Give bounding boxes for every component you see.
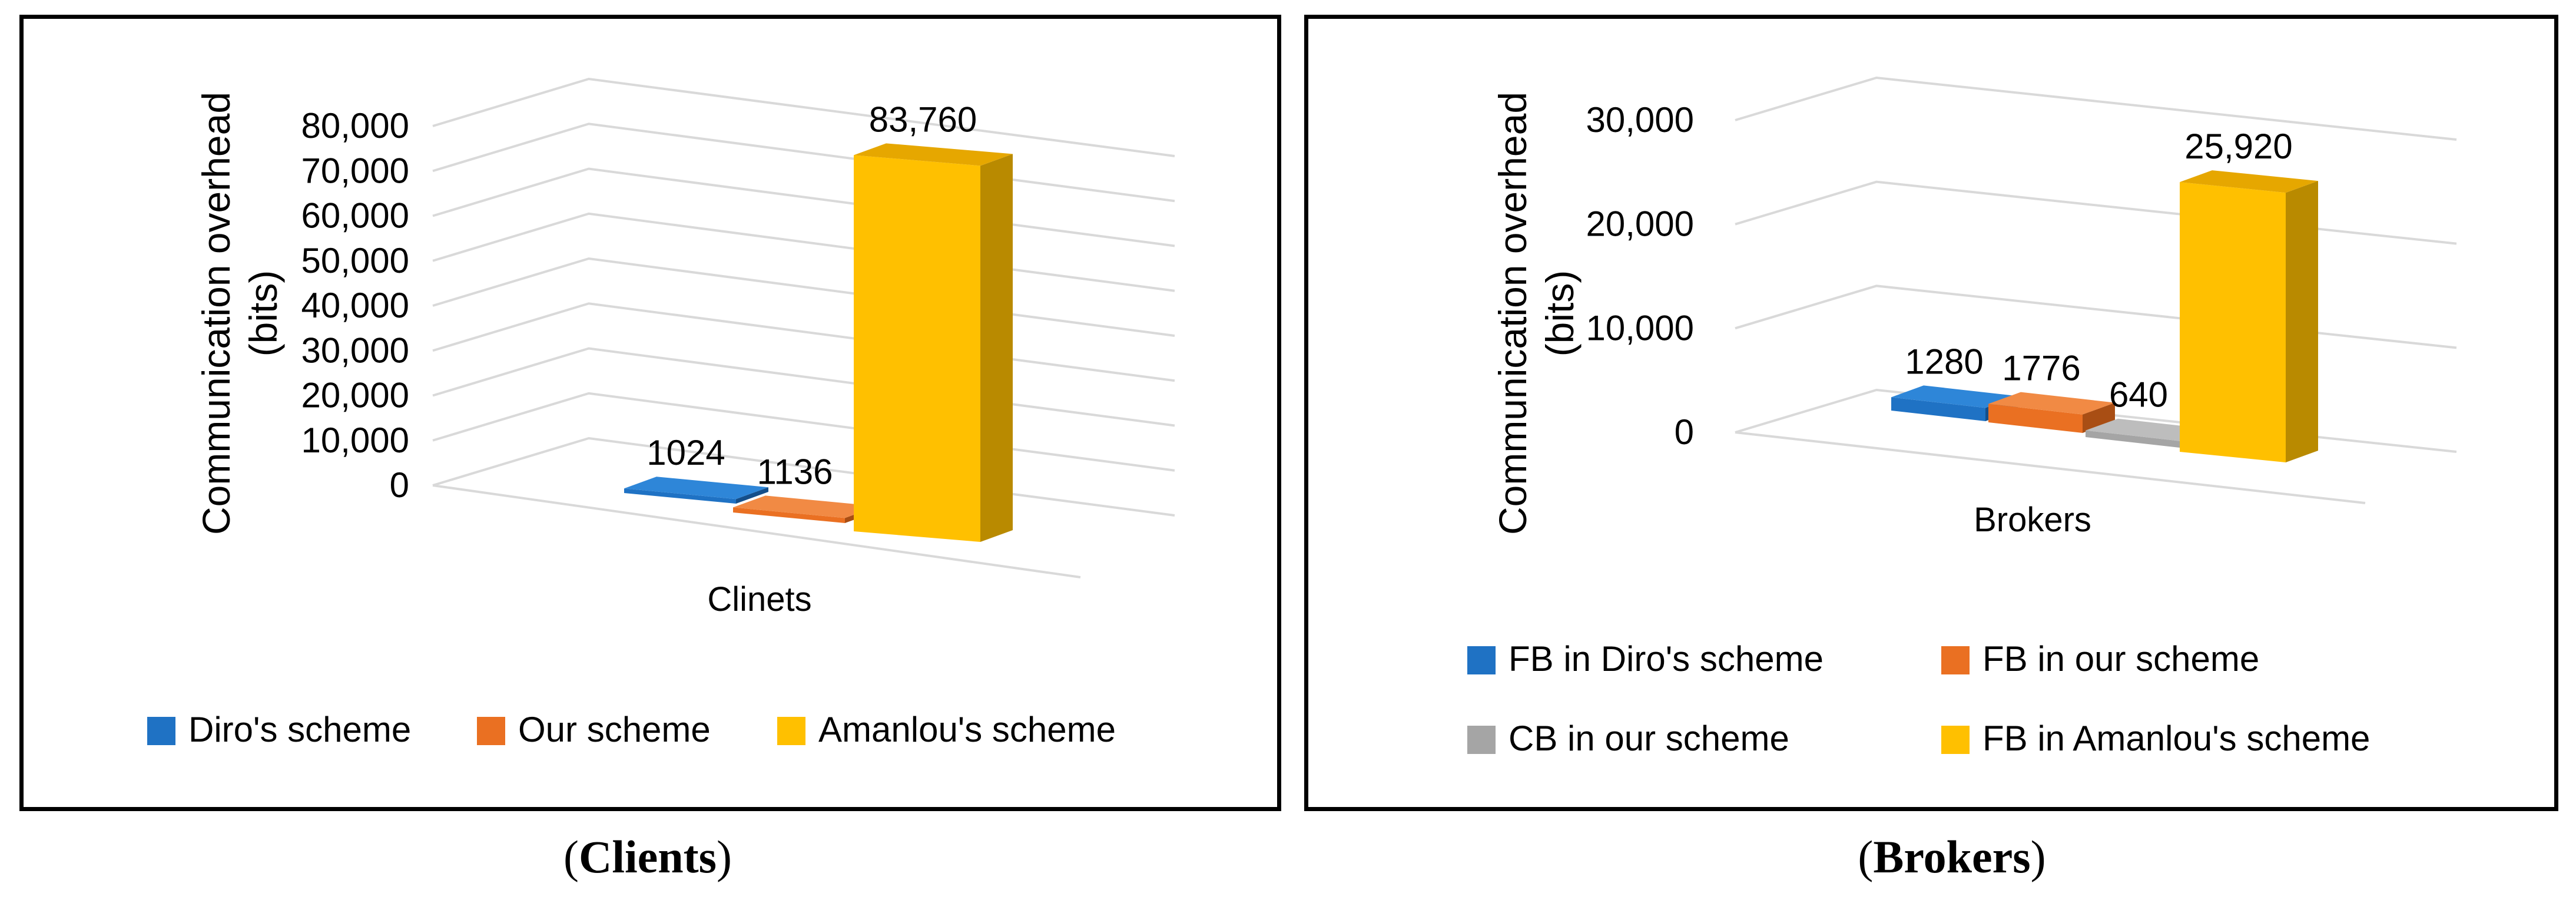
x-axis-title: Brokers [1974,501,2091,539]
legend-swatch [1941,726,1970,754]
bar-top [1988,392,2115,415]
legend-label: FB in our scheme [1982,639,2259,679]
gridline [432,77,1175,157]
caption-close-paren: ) [2030,831,2046,882]
gridline [1735,76,2457,141]
y-tick-label: 70,000 [301,151,409,190]
x-axis-title: Clinets [707,580,811,618]
legend-label: Amanlou's scheme [818,710,1116,749]
y-tick-label: 20,000 [1586,204,1694,244]
y-tick-label: 0 [1675,412,1694,452]
brokers-chart: 0 10,000 20,000 30,000 1280 1776 640 25,920 Comm… [1467,76,2457,758]
bar-top [733,495,877,518]
data-label: 1136 [757,452,833,491]
data-label: 25,920 [2184,127,2293,166]
bar-top [624,477,768,500]
gridline [432,167,1175,247]
bar-front [1988,403,2083,433]
legend-swatch [1941,646,1970,674]
y-axis-title-line2: (bits) [1538,270,1582,357]
y-axis-title: Communication overhead (bits) [1491,92,1582,535]
clients-chart-panel: 0 10,000 20,000 30,000 40,000 50,000 60,000 70,… [19,15,1281,811]
legend-label: FB in Amanlou's scheme [1982,719,2370,758]
legend-swatch [477,717,505,745]
gridline [432,347,1175,427]
legend-label: CB in our scheme [1509,719,1789,758]
gridline [432,302,1175,382]
bar-side [2286,181,2318,462]
data-label: 83,760 [869,100,977,139]
caption-label: Clients [579,831,717,882]
bar-front [624,488,736,504]
bar-side [980,154,1013,542]
bar-top [2180,170,2318,193]
y-axis-title: Communication overhead (bits) [194,92,285,535]
y-tick-label: 50,000 [301,241,409,280]
legend-swatch [1467,646,1496,674]
gridline [432,212,1175,292]
bar-front [1891,397,1985,421]
bar-front [854,155,980,542]
gridline [432,257,1175,337]
y-tick-label: 40,000 [301,286,409,325]
y-axis-title-line1: Communication overhead [1491,92,1534,535]
y-tick-label: 10,000 [1586,308,1694,348]
bar-top [1891,385,2018,408]
y-axis-title-line2: (bits) [241,270,285,357]
bar-front [733,507,845,523]
gridline [1735,285,2457,349]
caption-open-paren: ( [1858,831,1874,882]
y-tick-label: 20,000 [301,376,409,415]
legend-label: FB in Diro's scheme [1509,639,1824,679]
gridline [1735,180,2457,245]
y-tick-label: 10,000 [301,421,409,460]
data-label: 640 [2109,375,2168,415]
clients-caption: (Clients) [412,831,883,884]
y-tick-label: 80,000 [301,106,409,145]
gridline [432,123,1175,203]
y-tick-label: 0 [390,465,409,505]
legend-swatch [777,717,805,745]
bar-front [2180,182,2286,462]
legend-label: Our scheme [518,710,711,749]
caption-close-paren: ) [717,831,732,882]
bar-front [2086,430,2180,448]
legend-label: Diro's scheme [188,710,411,749]
data-label: 1280 [1905,342,1983,381]
bar-side [2083,402,2115,433]
bar-top [854,143,1013,166]
y-axis-title-line1: Communication overhead [194,92,238,535]
data-label: 1024 [647,433,725,472]
clients-chart: 0 10,000 20,000 30,000 40,000 50,000 60,000 70,… [147,77,1175,749]
y-tick-label: 30,000 [301,330,409,370]
bar-side [736,487,768,504]
caption-label: Brokers [1873,831,2031,882]
legend-swatch [1467,726,1496,754]
data-label: 1776 [2002,349,2080,388]
legend-swatch [147,717,175,745]
brokers-caption: (Brokers) [1716,831,2187,884]
floor-front-edge [1735,431,2366,504]
y-tick-label: 30,000 [1586,100,1694,140]
y-tick-label: 60,000 [301,196,409,236]
caption-open-paren: ( [563,831,579,882]
brokers-chart-panel: 0 10,000 20,000 30,000 1280 1776 640 25,920 Comm… [1304,15,2558,811]
floor-front-edge [432,484,1081,578]
